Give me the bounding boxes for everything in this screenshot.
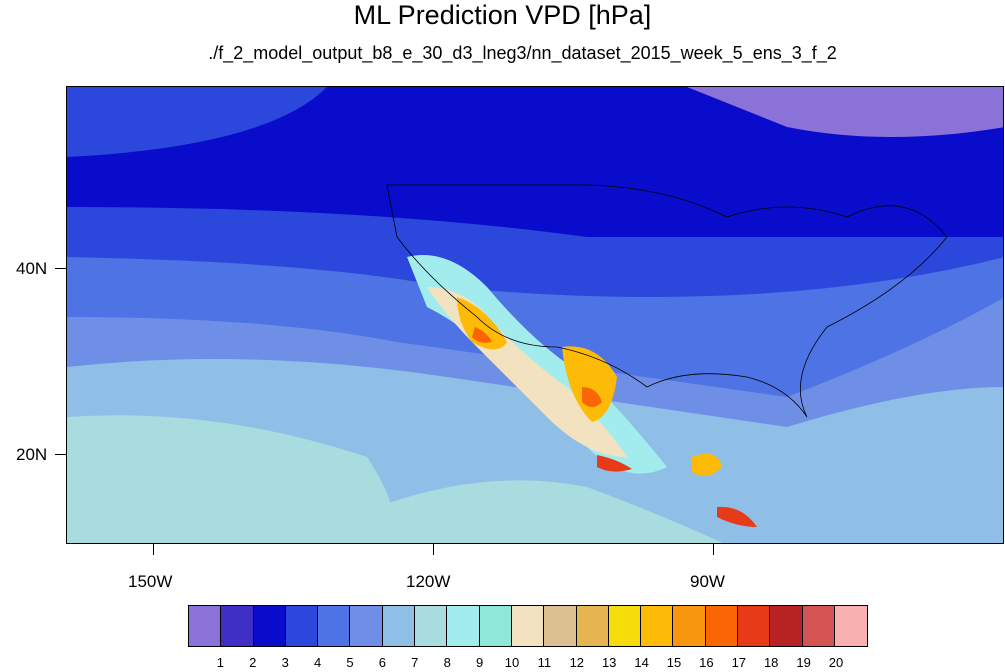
hot-baja-core [472,327,492,343]
colorbar-swatch [382,606,416,646]
colorbar-label: 6 [378,655,387,670]
colorbar-label: 4 [313,655,322,670]
lon-label-120w: 120W [406,572,451,591]
colorbar-label: 10 [504,655,520,670]
us-outline [386,184,948,418]
colorbar-swatch [641,606,674,646]
colorbar-labels: 1 2 3 4 5 6 7 8 9 10 11 12 13 14 15 16 17 18 19 20 [188,655,868,671]
field-band-7b [377,480,723,543]
colorbar-swatch [318,606,351,646]
lon-tick-120w [433,544,434,555]
hot-baja [457,297,507,350]
colorbar-swatch [350,606,383,646]
colorbar-label: 16 [699,655,714,670]
colorbar-swatch [221,606,254,646]
colorbar-label: 1 [216,655,225,670]
lon-label-90w: 90W [690,572,725,591]
lat-label-20n: 20N [16,445,48,464]
colorbar-label: 12 [569,655,585,670]
chart-subtitle: ./f_2_model_output_b8_e_30_d3_lneg3/nn_d… [208,43,837,63]
vpd-map [67,87,1003,543]
colorbar-label: 7 [411,655,419,670]
lat-label-40n: 40N [16,259,48,278]
colorbar-swatch [834,606,868,646]
colorbar-swatch [673,606,706,646]
colorbar-swatch [544,606,577,646]
colorbar-swatch [770,606,803,646]
colorbar-label: 11 [537,655,552,670]
hot-mexico-core [582,387,602,407]
lon-tick-150w [153,544,154,555]
colorbar-swatch [705,606,739,646]
colorbar-label: 14 [634,655,649,670]
colorbar-label: 8 [443,655,451,670]
patch-alaska [67,87,327,157]
lon-label-150w: 150W [128,572,173,591]
colorbar-label: 3 [281,655,289,670]
hot-panama [717,506,757,527]
lat-tick-40n [55,268,66,269]
colorbar-swatch [802,606,835,646]
hot-central-america [692,453,722,476]
colorbar-label: 20 [828,655,844,670]
chart-title: ML Prediction VPD [hPa] [353,0,652,30]
patch-ne [687,87,1003,137]
colorbar-swatch [608,606,642,646]
colorbar-label: 17 [731,655,747,670]
lat-tick-20n [55,454,66,455]
colorbar-swatch [447,606,480,646]
colorbar-swatch [479,606,512,646]
colorbar-swatch [576,606,609,646]
hot-south-mexico [597,455,632,472]
colorbar-label: 15 [666,655,682,670]
colorbar-label: 5 [346,655,354,670]
colorbar-swatch [511,606,545,646]
field-band-7 [67,415,394,543]
colorbar-label: 9 [475,655,484,670]
colorbar-label: 19 [796,655,811,670]
colorbar-swatch [253,606,286,646]
colorbar-label: 13 [601,655,617,670]
colorbar-swatch [189,606,222,646]
colorbar-swatch [285,606,319,646]
hot-mexico [562,346,617,422]
colorbar-label: 18 [763,655,779,670]
lon-tick-90w [713,544,714,555]
colorbar-label: 2 [249,655,257,670]
colorbar-swatch [415,606,448,646]
map-panel [66,86,1004,544]
colorbar [188,605,869,647]
colorbar-swatch [738,606,771,646]
